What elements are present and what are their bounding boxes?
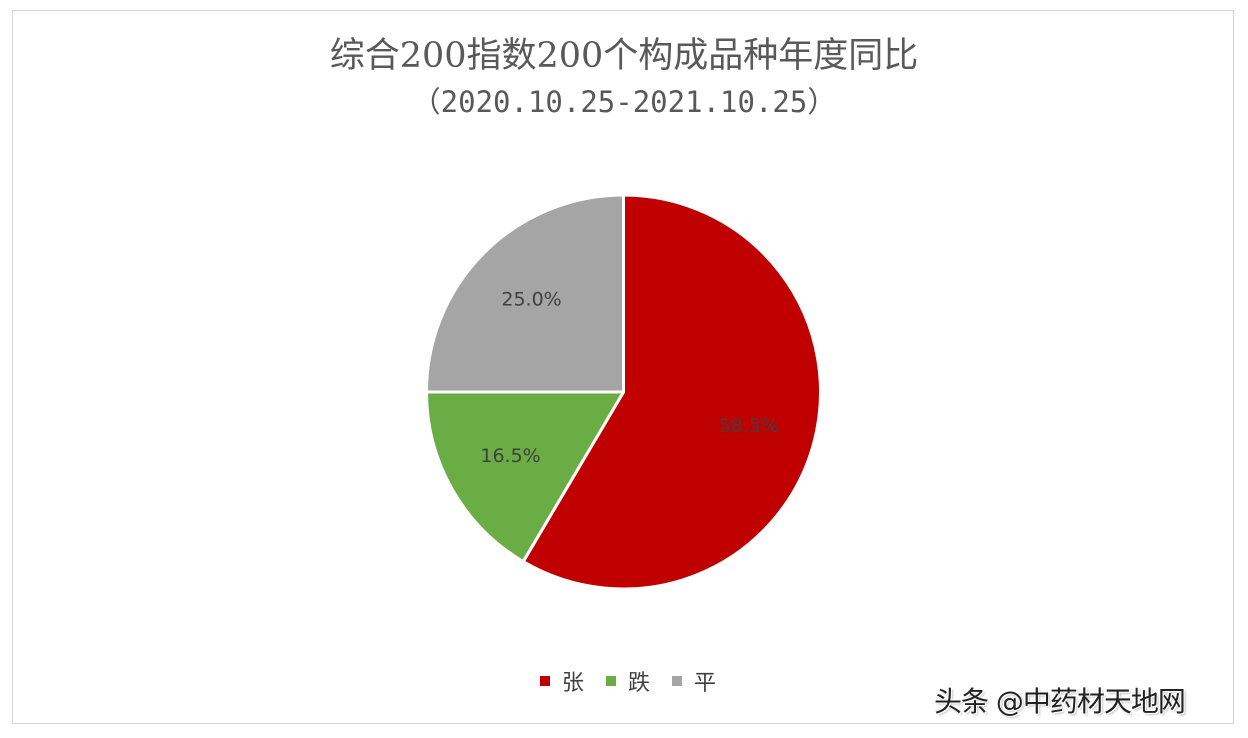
pie-label-fall: 16.5% [480, 445, 540, 467]
legend-item-fall[interactable]: 跌 [605, 665, 650, 697]
pie-label-rise: 58.5% [719, 415, 779, 437]
pie-slice-flat[interactable] [425, 193, 625, 394]
pie-slice-fall[interactable] [425, 390, 625, 564]
legend-swatch-rise [539, 676, 550, 686]
chart-subtitle: （2020.10.25-2021.10.25） [411, 85, 837, 119]
pie-labels: 58.5% 16.5% 25.0% [480, 289, 779, 467]
pie-slices [425, 193, 822, 591]
legend-item-flat[interactable]: 平 [672, 665, 716, 697]
chart-legend: 张 跌 平 [4, 665, 1248, 697]
legend-swatch-flat [672, 676, 682, 686]
legend-label-flat: 平 [694, 671, 717, 696]
legend-swatch-fall [605, 676, 616, 686]
chart-title: 综合200指数200个构成品种年度同比 [329, 36, 919, 76]
pie-label-flat: 25.0% [501, 289, 561, 311]
pie-slice-rise[interactable] [521, 193, 822, 591]
legend-item-rise[interactable]: 张 [539, 665, 584, 697]
legend-label-rise: 张 [561, 671, 584, 696]
watermark: 头条 @中药材天地网 [934, 685, 1186, 718]
legend-label-fall: 跌 [627, 671, 650, 696]
